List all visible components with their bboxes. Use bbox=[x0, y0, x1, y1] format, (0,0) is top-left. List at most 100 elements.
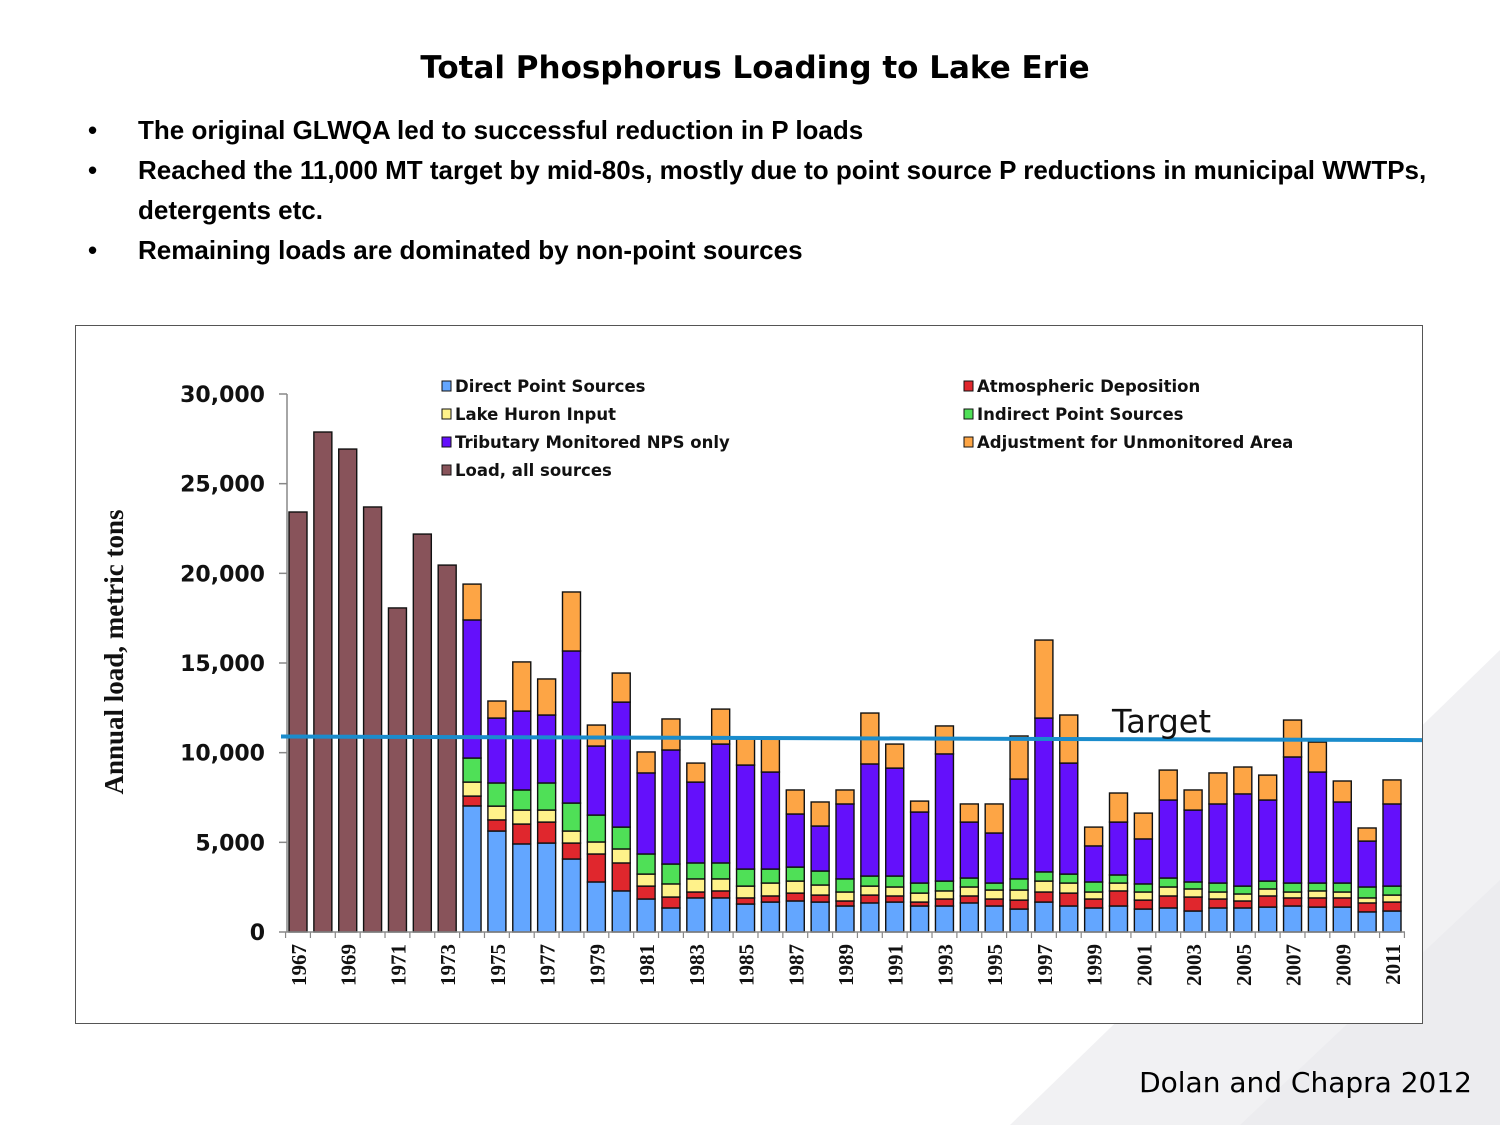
x-tick-label: 1979 bbox=[585, 944, 609, 986]
bar-segment-tributary-monitored-nps-only bbox=[611, 701, 631, 828]
legend-swatch bbox=[441, 464, 452, 476]
bar-segment-tributary-monitored-nps-only bbox=[1034, 717, 1054, 873]
bar-segment-tributary-monitored-nps-only bbox=[1009, 778, 1029, 880]
bar-segment-direct-point-sources bbox=[760, 901, 781, 933]
bar-segment-indirect-point-sources bbox=[909, 882, 930, 894]
bar-segment-indirect-point-sources bbox=[1332, 882, 1352, 893]
bar-segment-lake-huron-input bbox=[735, 885, 756, 899]
bar-segment-indirect-point-sources bbox=[710, 862, 731, 880]
bar-segment-atmospheric-deposition bbox=[1357, 902, 1377, 913]
bar-segment-direct-point-sources bbox=[611, 890, 631, 933]
x-tick-label: 2007 bbox=[1282, 944, 1306, 986]
bar-segment-lake-huron-input bbox=[810, 884, 830, 896]
bar-segment-direct-point-sources bbox=[860, 902, 880, 933]
bar-segment-indirect-point-sources bbox=[1208, 882, 1228, 893]
chart-frame: 0 5,000 10,000 15,000 20,000 25,000 30,000 Annu… bbox=[75, 325, 1424, 1024]
bar-segment-adjustment-for-unmonitored-area bbox=[835, 789, 855, 805]
bar-segment-tributary-monitored-nps-only bbox=[1332, 801, 1352, 884]
bar-segment-atmospheric-deposition bbox=[1257, 895, 1278, 908]
bar-segment-indirect-point-sources bbox=[561, 802, 582, 832]
bar-segment-lake-huron-input bbox=[760, 882, 781, 897]
legend-swatch bbox=[441, 436, 452, 448]
bar-segment-tributary-monitored-nps-only bbox=[810, 825, 830, 872]
bar-segment-indirect-point-sources bbox=[1083, 881, 1104, 893]
bar-segment-direct-point-sources bbox=[735, 903, 756, 933]
y-tick-label: 15,000 bbox=[180, 652, 265, 677]
bar-segment-lake-huron-input bbox=[611, 848, 631, 864]
bar-segment-tributary-monitored-nps-only bbox=[1083, 845, 1104, 883]
bar-segment-tributary-monitored-nps-only bbox=[636, 772, 656, 855]
bar-segment-indirect-point-sources bbox=[536, 782, 557, 811]
bar-segment-direct-point-sources bbox=[1282, 905, 1303, 933]
bar-segment-adjustment-for-unmonitored-area bbox=[1208, 772, 1228, 805]
bar-segment-atmospheric-deposition bbox=[885, 895, 905, 903]
bar-segment-lake-huron-input bbox=[1108, 882, 1129, 892]
y-tick-label: 5,000 bbox=[195, 831, 265, 856]
bar-segment-atmospheric-deposition bbox=[1382, 901, 1402, 912]
bar-segment-adjustment-for-unmonitored-area bbox=[686, 762, 706, 783]
bar-segment-lake-huron-input bbox=[1133, 891, 1154, 901]
bullet-text: The original GLWQA led to successful red… bbox=[138, 115, 864, 145]
bar-segment-direct-point-sources bbox=[835, 905, 855, 933]
bar-segment-lake-huron-input bbox=[1158, 886, 1178, 897]
bar-segment-indirect-point-sources bbox=[785, 866, 805, 882]
bar-segment-atmospheric-deposition bbox=[1108, 890, 1129, 907]
bar-segment-lake-huron-input bbox=[561, 830, 582, 844]
bar-segment-atmospheric-deposition bbox=[611, 862, 631, 892]
bar-segment-adjustment-for-unmonitored-area bbox=[810, 801, 830, 827]
bar-segment-adjustment-for-unmonitored-area bbox=[909, 800, 930, 813]
bar-segment-tributary-monitored-nps-only bbox=[785, 813, 805, 868]
bar-segment-direct-point-sources bbox=[810, 901, 830, 933]
bar-segment-direct-point-sources bbox=[1332, 906, 1352, 933]
bar-segment-indirect-point-sources bbox=[586, 814, 607, 843]
bar-segment-atmospheric-deposition bbox=[586, 853, 607, 883]
bar-segment-lake-huron-input bbox=[909, 892, 930, 903]
bar-segment-direct-point-sources bbox=[710, 897, 731, 933]
bar-segment-tributary-monitored-nps-only bbox=[1059, 762, 1079, 875]
bar-segment-atmospheric-deposition bbox=[1158, 895, 1178, 909]
bar-segment-tributary-monitored-nps-only bbox=[835, 803, 855, 880]
bar-segment-direct-point-sources bbox=[586, 881, 607, 933]
bar-segment-lake-huron-input bbox=[686, 878, 706, 893]
x-tick-label: 2003 bbox=[1182, 944, 1206, 986]
bar-segment-direct-point-sources bbox=[636, 898, 656, 933]
bar-segment-atmospheric-deposition bbox=[512, 823, 532, 845]
bar-segment-adjustment-for-unmonitored-area bbox=[710, 708, 731, 745]
stacked-bar-chart: 0 5,000 10,000 15,000 20,000 25,000 30,000 Annu… bbox=[99, 377, 1424, 986]
bar-segment-tributary-monitored-nps-only bbox=[934, 753, 955, 882]
bar-segment-direct-point-sources bbox=[1158, 907, 1178, 933]
bar-segment-tributary-monitored-nps-only bbox=[735, 764, 756, 870]
bar-segment-tributary-monitored-nps-only bbox=[1307, 771, 1328, 884]
bar-segment-indirect-point-sources bbox=[1108, 874, 1129, 884]
legend-swatch bbox=[963, 408, 974, 420]
bar-segment-indirect-point-sources bbox=[611, 826, 631, 850]
y-axis-label: Annual load, metric tons bbox=[99, 509, 129, 794]
bar-segment-load-all-sources bbox=[437, 564, 457, 933]
bar-segment-tributary-monitored-nps-only bbox=[710, 743, 731, 864]
bar-segment-atmospheric-deposition bbox=[487, 819, 507, 832]
bullet-item: • The original GLWQA led to successful re… bbox=[88, 110, 1488, 150]
bar-segment-atmospheric-deposition bbox=[1183, 896, 1203, 912]
bar-segment-atmospheric-deposition bbox=[1059, 892, 1079, 907]
bar-segment-atmospheric-deposition bbox=[561, 842, 582, 860]
bar-segment-direct-point-sources bbox=[1183, 910, 1203, 933]
bar-segment-adjustment-for-unmonitored-area bbox=[661, 718, 681, 751]
bar-segment-adjustment-for-unmonitored-area bbox=[885, 743, 905, 769]
bar-segment-indirect-point-sources bbox=[934, 880, 955, 892]
bar-segment-lake-huron-input bbox=[462, 781, 482, 797]
bar-segment-lake-huron-input bbox=[487, 805, 507, 821]
bar-segment-load-all-sources bbox=[412, 533, 433, 933]
bar-segment-direct-point-sources bbox=[885, 901, 905, 933]
source-credit: Dolan and Chapra 2012 bbox=[1139, 1066, 1472, 1099]
legend: Direct Point Sources Atmospheric Depositi… bbox=[441, 377, 1293, 480]
legend-label: Direct Point Sources bbox=[455, 377, 646, 396]
bar-segment-load-all-sources bbox=[362, 506, 383, 933]
bullet-text: Reached the 11,000 MT target by mid-80s,… bbox=[138, 155, 1427, 225]
legend-label: Atmospheric Deposition bbox=[977, 377, 1200, 396]
bullet-icon: • bbox=[88, 235, 98, 265]
bar-segment-indirect-point-sources bbox=[1009, 878, 1029, 891]
bar-segment-atmospheric-deposition bbox=[810, 894, 830, 903]
bar-segment-lake-huron-input bbox=[785, 880, 805, 894]
bar-segment-indirect-point-sources bbox=[1282, 882, 1303, 893]
bar-segment-adjustment-for-unmonitored-area bbox=[1307, 741, 1328, 773]
